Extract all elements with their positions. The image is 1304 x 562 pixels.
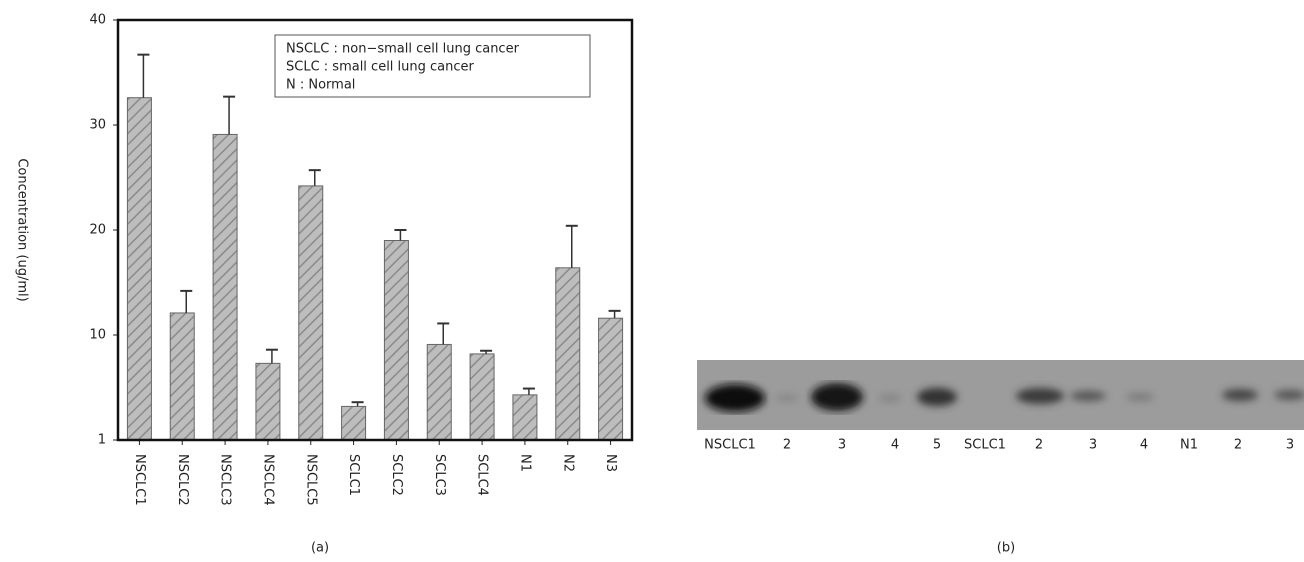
x-tick-label: SCLC4	[475, 454, 490, 496]
band	[1126, 393, 1154, 401]
error-bar	[266, 350, 278, 364]
lane-label: 4	[891, 438, 899, 453]
x-tick-label: NSCLC5	[303, 454, 318, 506]
bar	[342, 406, 366, 440]
x-tick-label: NSCLC2	[175, 454, 190, 506]
lane-label: 5	[933, 438, 941, 453]
bar	[470, 354, 494, 440]
figure: Concentration (ug/ml) (a) (b) 1 10 20 30 40 N…	[0, 0, 1304, 562]
lane-label: 3	[838, 438, 846, 453]
y-tick-label: 40	[89, 13, 106, 28]
lane-label: 2	[1234, 438, 1242, 453]
bar	[556, 268, 580, 440]
band	[1222, 389, 1258, 401]
error-bar	[223, 97, 235, 135]
bar	[127, 98, 151, 440]
y-tick-label: 30	[89, 118, 106, 133]
error-bar	[437, 323, 449, 344]
x-tick-label: NSCLC1	[132, 454, 147, 506]
error-bar	[609, 311, 621, 318]
error-bar	[566, 226, 578, 268]
y-tick-label: 20	[89, 223, 106, 238]
x-tick-label: NSCLC3	[218, 454, 233, 506]
y-tick-label: 1	[98, 433, 106, 448]
bar	[256, 363, 280, 440]
legend-text: SCLC : small cell lung cancer	[286, 60, 475, 75]
lane-label: 3	[1089, 438, 1097, 453]
lane-label: NSCLC1	[704, 438, 756, 453]
x-tick-label: NSCLC4	[260, 454, 275, 506]
band	[878, 394, 902, 402]
band	[705, 384, 765, 412]
caption: (b)	[997, 541, 1015, 556]
error-bar	[180, 291, 192, 313]
error-bar	[352, 402, 364, 406]
error-bar	[523, 389, 535, 395]
lane-label: 2	[1035, 438, 1043, 453]
band	[1016, 388, 1064, 404]
lane-label: SCLC1	[964, 438, 1006, 453]
y-axis-label: Concentration (ug/ml)	[15, 158, 30, 301]
caption: (a)	[311, 541, 329, 556]
lane-label: 4	[1140, 438, 1148, 453]
x-tick-label: N1	[517, 454, 532, 472]
x-tick-label: SCLC1	[346, 454, 361, 496]
band	[775, 394, 799, 402]
bar	[170, 313, 194, 440]
lane-label: 2	[783, 438, 791, 453]
x-tick-label: SCLC3	[432, 454, 447, 496]
x-tick-label: N2	[560, 454, 575, 472]
bar	[213, 134, 237, 440]
bar	[384, 241, 408, 441]
error-bar	[309, 170, 321, 186]
band	[1070, 391, 1106, 401]
blot-image	[697, 360, 1304, 430]
bar	[599, 318, 623, 440]
lane-label: N1	[1180, 438, 1198, 453]
error-bar	[394, 230, 406, 241]
error-bar	[137, 55, 149, 98]
x-tick-label: SCLC2	[389, 454, 404, 496]
bar	[513, 395, 537, 440]
y-tick-label: 10	[89, 328, 106, 343]
legend-text: NSCLC : non−small cell lung cancer	[286, 42, 520, 57]
band	[811, 383, 863, 411]
legend-text: N : Normal	[286, 78, 355, 93]
x-tick-label: N3	[603, 454, 618, 472]
bar	[299, 186, 323, 440]
lane-label: 3	[1286, 438, 1294, 453]
band	[917, 388, 957, 406]
bar	[427, 344, 451, 440]
